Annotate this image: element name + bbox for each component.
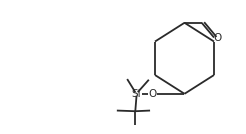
Text: Si: Si [132, 89, 141, 99]
Text: O: O [148, 89, 157, 99]
Text: O: O [214, 33, 222, 43]
